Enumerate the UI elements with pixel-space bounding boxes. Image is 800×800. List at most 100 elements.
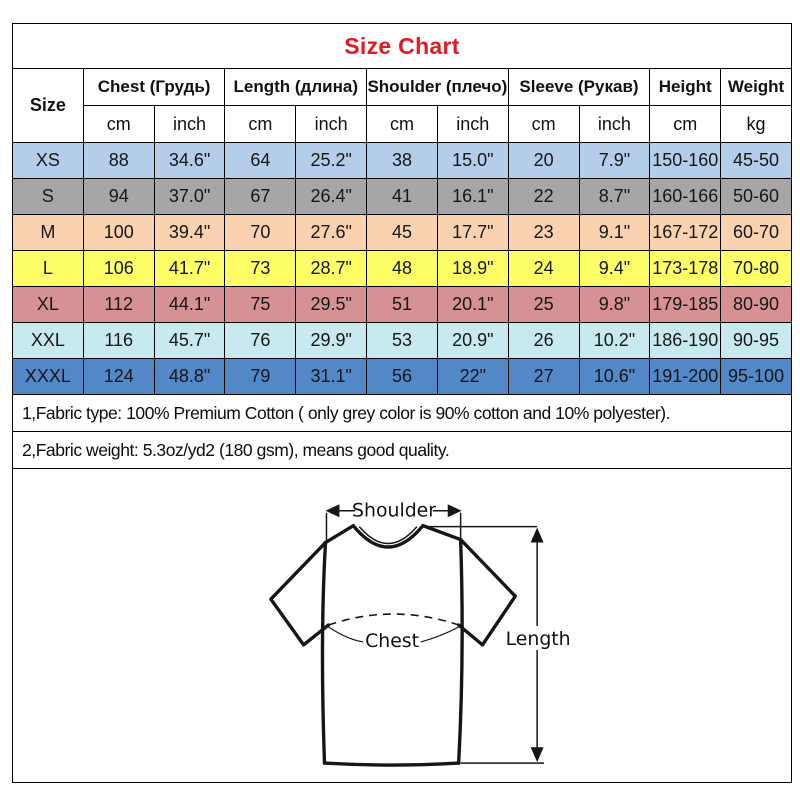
unit-shoulder-cm: cm: [366, 105, 438, 143]
shoulder-measure-arrow: Shoulder: [325, 498, 462, 542]
value-cell: 41.7": [153, 250, 226, 287]
value-cell: 76: [224, 322, 297, 359]
length-measure-arrow: Length: [427, 525, 571, 764]
size-cell: XXXL: [12, 358, 84, 395]
value-cell: 41: [366, 178, 438, 215]
unit-sleeve-cm: cm: [507, 105, 580, 143]
table-row: M 100 39.4" 70 27.6" 45 17.7" 23 9.1" 167-172 60-7…: [12, 214, 792, 251]
unit-sleeve-inch: inch: [578, 105, 651, 143]
chest-measure-ellipse: Chest: [328, 613, 459, 652]
size-table: Size Chart Size Chest (Грудь) Length (дл…: [12, 23, 792, 395]
value-cell: 20.9": [436, 322, 509, 359]
value-cell: 29.5": [295, 286, 368, 323]
value-cell: 27.6": [295, 214, 368, 251]
value-cell: 26: [507, 322, 580, 359]
value-cell: 116: [82, 322, 155, 359]
tshirt-measure-diagram: Shoulder Length: [12, 468, 792, 783]
value-cell: 44.1": [153, 286, 226, 323]
column-header-chest: Chest (Грудь): [82, 68, 226, 106]
unit-chest-cm: cm: [82, 105, 155, 143]
table-row: XXXL 124 48.8" 79 31.1" 56 22" 27 10.6" 191-200 95…: [12, 358, 792, 395]
value-cell: 31.1": [295, 358, 368, 395]
value-cell: 179-185: [649, 286, 722, 323]
value-cell: 22: [507, 178, 580, 215]
column-header-shoulder: Shoulder (плечо): [366, 68, 509, 106]
table-row: XXL 116 45.7" 76 29.9" 53 20.9" 26 10.2" 186-190 9…: [12, 322, 792, 359]
size-cell: S: [12, 178, 84, 215]
value-cell: 9.1": [578, 214, 651, 251]
value-cell: 45: [366, 214, 438, 251]
length-label: Length: [506, 628, 571, 650]
value-cell: 45-50: [720, 142, 792, 179]
value-cell: 22": [436, 358, 509, 395]
value-cell: 95-100: [720, 358, 792, 395]
value-cell: 160-166: [649, 178, 722, 215]
value-cell: 106: [82, 250, 155, 287]
size-cell: M: [12, 214, 84, 251]
value-cell: 26.4": [295, 178, 368, 215]
table-row: XL 112 44.1" 75 29.5" 51 20.1" 25 9.8" 179-185 80-…: [12, 286, 792, 323]
size-cell: XS: [12, 142, 84, 179]
unit-length-cm: cm: [224, 105, 297, 143]
value-cell: 112: [82, 286, 155, 323]
value-cell: 25: [507, 286, 580, 323]
value-cell: 45.7": [153, 322, 226, 359]
table-row: XS 88 34.6" 64 25.2" 38 15.0" 20 7.9" 150-160 45-5…: [12, 142, 792, 179]
size-table-body: XS 88 34.6" 64 25.2" 38 15.0" 20 7.9" 150-160 45-5…: [12, 142, 792, 395]
tshirt-outline: [269, 523, 517, 767]
value-cell: 10.6": [578, 358, 651, 395]
unit-length-inch: inch: [295, 105, 368, 143]
value-cell: 48.8": [153, 358, 226, 395]
unit-shoulder-inch: inch: [436, 105, 509, 143]
column-header-weight: Weight: [720, 68, 792, 106]
header-group-row: Size Chest (Грудь) Length (длина) Should…: [12, 68, 792, 143]
value-cell: 51: [366, 286, 438, 323]
chart-title: Size Chart: [12, 23, 792, 69]
unit-weight-kg: kg: [720, 105, 792, 143]
value-cell: 70: [224, 214, 297, 251]
table-row: L 106 41.7" 73 28.7" 48 18.9" 24 9.4" 173-178 70-8…: [12, 250, 792, 287]
value-cell: 56: [366, 358, 438, 395]
size-cell: L: [12, 250, 84, 287]
value-cell: 28.7": [295, 250, 368, 287]
table-row: S 94 37.0" 67 26.4" 41 16.1" 22 8.7" 160-166 50-60: [12, 178, 792, 215]
value-cell: 37.0": [153, 178, 226, 215]
value-cell: 186-190: [649, 322, 722, 359]
value-cell: 9.4": [578, 250, 651, 287]
value-cell: 75: [224, 286, 297, 323]
value-cell: 9.8": [578, 286, 651, 323]
value-cell: 23: [507, 214, 580, 251]
value-cell: 15.0": [436, 142, 509, 179]
value-cell: 67: [224, 178, 297, 215]
value-cell: 73: [224, 250, 297, 287]
value-cell: 173-178: [649, 250, 722, 287]
value-cell: 39.4": [153, 214, 226, 251]
column-header-sleeve: Sleeve (Рукав): [507, 68, 651, 106]
value-cell: 50-60: [720, 178, 792, 215]
note-fabric-weight: 2,Fabric weight: 5.3oz/yd2 (180 gsm), me…: [12, 431, 792, 469]
value-cell: 38: [366, 142, 438, 179]
value-cell: 191-200: [649, 358, 722, 395]
column-header-length: Length (длина): [224, 68, 368, 106]
value-cell: 18.9": [436, 250, 509, 287]
title-row: Size Chart: [12, 23, 792, 69]
value-cell: 16.1": [436, 178, 509, 215]
value-cell: 20.1": [436, 286, 509, 323]
value-cell: 100: [82, 214, 155, 251]
value-cell: 124: [82, 358, 155, 395]
value-cell: 167-172: [649, 214, 722, 251]
value-cell: 48: [366, 250, 438, 287]
tshirt-diagram-svg: Shoulder Length: [269, 498, 571, 767]
value-cell: 8.7": [578, 178, 651, 215]
column-header-height: Height: [649, 68, 722, 106]
unit-chest-inch: inch: [153, 105, 226, 143]
value-cell: 27: [507, 358, 580, 395]
value-cell: 20: [507, 142, 580, 179]
column-header-size: Size: [12, 68, 84, 143]
value-cell: 24: [507, 250, 580, 287]
value-cell: 34.6": [153, 142, 226, 179]
value-cell: 7.9": [578, 142, 651, 179]
value-cell: 90-95: [720, 322, 792, 359]
value-cell: 80-90: [720, 286, 792, 323]
size-cell: XXL: [12, 322, 84, 359]
